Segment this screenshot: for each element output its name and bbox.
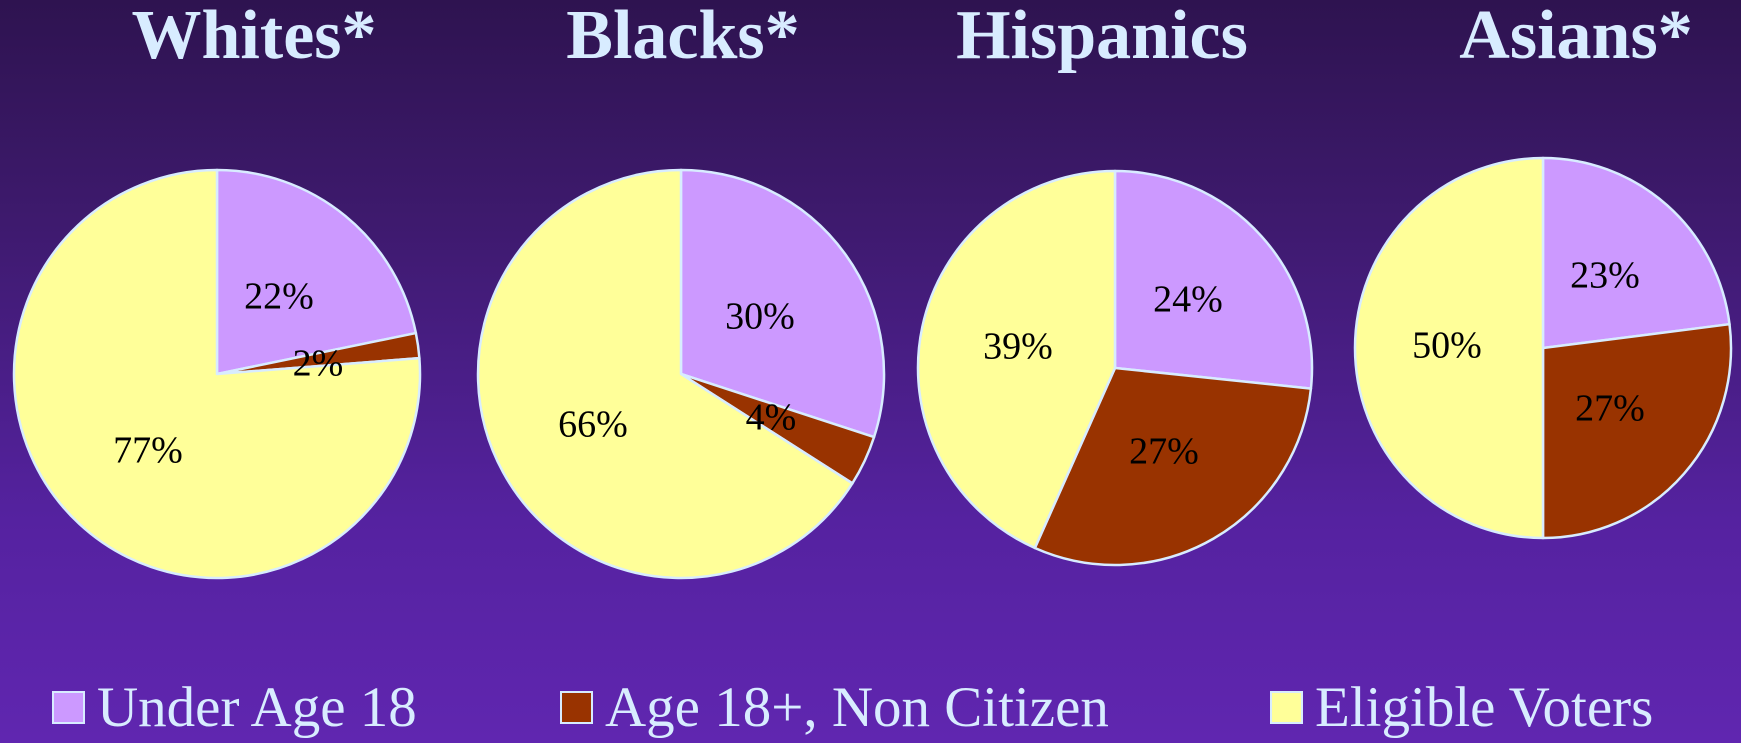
pie-label-blacks-non-citizen: 4% [746,397,797,439]
chart-title-hispanics: Hispanics [956,0,1248,74]
pie-asians: 23% 27% 50% [1353,156,1733,540]
pie-slice-asians-under-18 [1541,156,1731,350]
pie-label-hispanics-non-citizen: 27% [1129,431,1199,473]
legend-item-under-18: Under Age 18 [52,672,417,742]
legend-swatch-under-18 [52,690,85,724]
pie-slice-whites-eligible [12,168,422,580]
legend-label-eligible: Eligible Voters [1315,675,1654,739]
pie-label-hispanics-eligible: 39% [983,326,1053,368]
pie-label-whites-non-citizen: 2% [293,343,344,385]
legend: Under Age 18 Age 18+, Non Citizen Eligib… [0,672,1741,742]
legend-swatch-non-citizen [560,690,593,724]
legend-label-non-citizen: Age 18+, Non Citizen [605,675,1109,739]
pie-slice-blacks-under-18 [679,168,886,439]
pie-hispanics: 24% 27% 39% [916,169,1314,567]
chart-title-asians: Asians* [1459,0,1693,74]
pie-label-asians-eligible: 50% [1412,325,1482,367]
pie-blacks: 30% 4% 66% [476,168,886,580]
pie-slice-whites-under-18 [215,168,418,376]
pie-label-asians-non-citizen: 27% [1575,388,1645,430]
chart-title-blacks: Blacks* [566,0,800,74]
legend-label-under-18: Under Age 18 [97,675,417,739]
pie-label-whites-eligible: 77% [113,430,183,472]
legend-swatch-eligible [1270,690,1303,724]
pie-label-blacks-eligible: 66% [558,404,628,446]
pie-label-hispanics-under-18: 24% [1153,279,1223,321]
pie-slice-hispanics-under-18 [1113,169,1314,390]
pie-slice-asians-eligible [1353,156,1545,540]
pie-slice-asians-non-citizen [1541,322,1733,540]
pie-label-blacks-under-18: 30% [725,296,795,338]
pie-label-asians-under-18: 23% [1570,255,1640,297]
pie-slice-hispanics-non-citizen [1033,366,1313,567]
chart-title-whites: Whites* [131,0,377,74]
pie-label-whites-under-18: 22% [244,276,314,318]
pie-slice-blacks-eligible [476,168,854,580]
pie-slice-hispanics-eligible [916,169,1117,550]
legend-item-eligible: Eligible Voters [1270,672,1653,742]
pie-whites: 22% 2% 77% [12,168,422,580]
legend-item-non-citizen: Age 18+, Non Citizen [560,672,1109,742]
